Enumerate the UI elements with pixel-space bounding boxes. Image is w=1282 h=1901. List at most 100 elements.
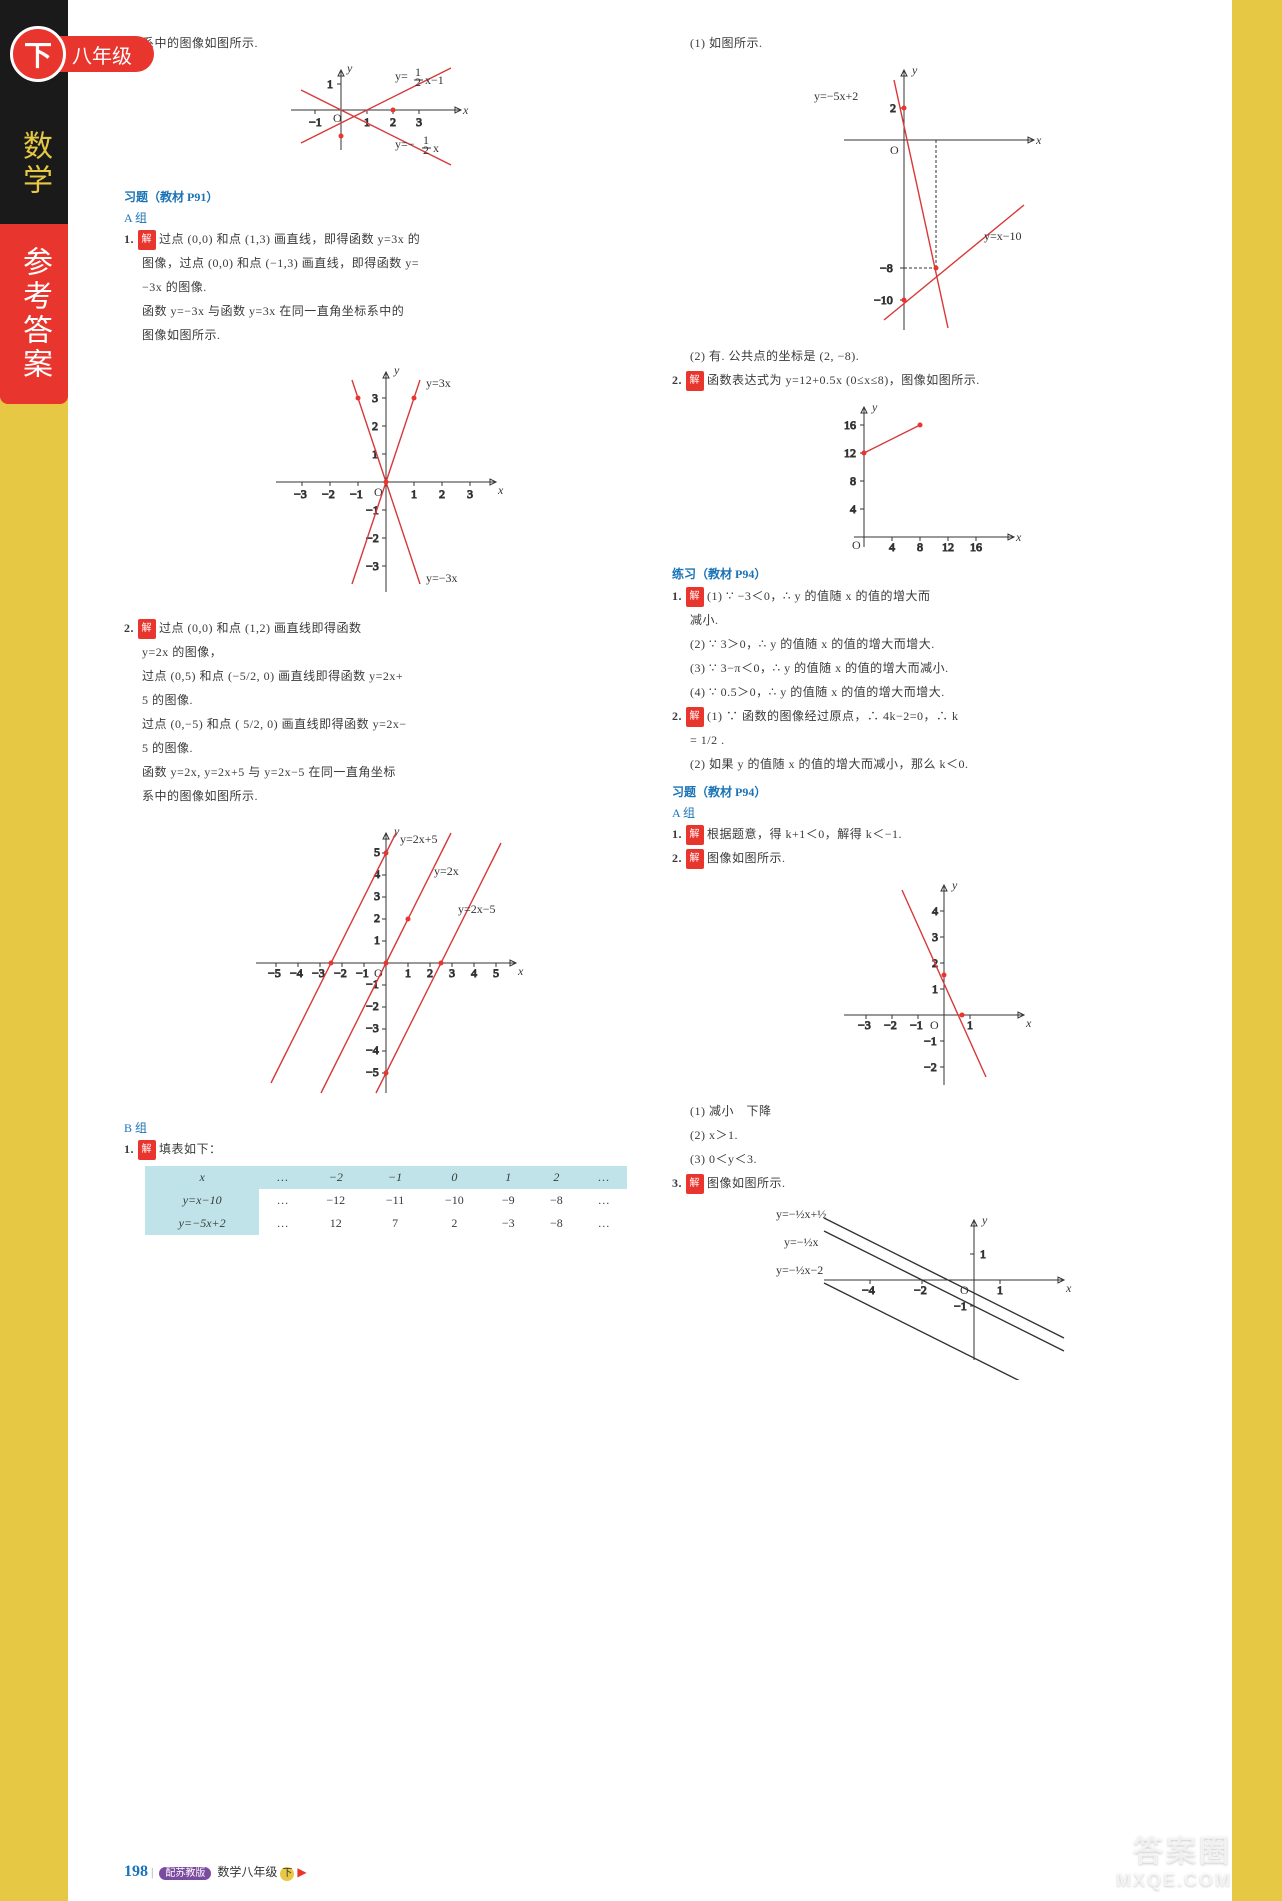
chart-6: xyO −3 −2 −1 1 −2 −1 1 2 3 4 xyxy=(824,875,1044,1095)
svg-text:3: 3 xyxy=(932,930,938,944)
table-row: y=−5x+2 … 12 7 2 −3 −8 … xyxy=(145,1212,627,1235)
svg-text:16: 16 xyxy=(844,418,856,432)
chart-5: xyO 4 8 12 16 4 8 12 16 xyxy=(834,397,1034,557)
page-number: 198 xyxy=(124,1863,148,1880)
svg-text:x: x xyxy=(433,141,439,155)
left-column: 系中的图像如图所示. xy O −1 1 2 3 1 y=12x−1 xyxy=(124,30,648,1386)
chart-7: xyO −4 −2 1 −1 1 y=−½x+½ y=−½x y=−½x−2 xyxy=(774,1200,1094,1380)
data-table: x … −2 −1 0 1 2 … y=x−10 … −12 xyxy=(145,1166,627,1235)
svg-text:−1: −1 xyxy=(924,1034,937,1048)
svg-text:−8: −8 xyxy=(880,261,893,275)
q2r: 2. 解函数表达式为 y=12+0.5x (0≤x≤8)，图像如图所示. xyxy=(672,370,1196,391)
page: 下 八年级 数学 参考答案 系中的图像如图所示. xy O −1 1 2 3 xyxy=(68,0,1232,1901)
svg-text:x: x xyxy=(1035,133,1042,147)
svg-text:1: 1 xyxy=(411,487,417,501)
td: … xyxy=(259,1212,306,1235)
side-label-answers: 参考答案 xyxy=(0,224,68,404)
svg-text:y=−: y=− xyxy=(395,137,415,151)
svg-text:y=2x+5: y=2x+5 xyxy=(400,832,438,846)
svg-text:y=2x: y=2x xyxy=(434,864,459,878)
svg-text:1: 1 xyxy=(405,966,411,980)
svg-text:5: 5 xyxy=(493,966,499,980)
td: −9 xyxy=(484,1189,532,1212)
svg-text:−2: −2 xyxy=(366,999,379,1013)
group-label: B 组 xyxy=(124,1119,648,1136)
svg-text:x−1: x−1 xyxy=(425,73,444,87)
text: 5 的图像. xyxy=(124,738,648,759)
svg-text:4: 4 xyxy=(889,540,895,554)
td: −11 xyxy=(366,1189,425,1212)
text: (3) ∵ 3−π＜0，∴ y 的值随 x 的值的增大而减小. xyxy=(672,658,1196,679)
th: 0 xyxy=(425,1166,485,1189)
svg-text:3: 3 xyxy=(467,487,473,501)
svg-text:y=−5x+2: y=−5x+2 xyxy=(814,89,858,103)
svg-text:4: 4 xyxy=(471,966,477,980)
svg-text:O: O xyxy=(930,1018,939,1032)
svg-text:4: 4 xyxy=(932,904,938,918)
td: −10 xyxy=(425,1189,485,1212)
text: (1) 减小 下降 xyxy=(672,1101,1196,1122)
right-column: (1) 如图所示. xyO 2 −8 −10 y=−5x+2y=x−10 (2)… xyxy=(672,30,1196,1386)
watermark-line1: 答案圈 xyxy=(1116,1826,1232,1870)
chart-1: xy O −1 1 2 3 1 y=12x−1 y=−12x xyxy=(281,60,491,180)
th: 2 xyxy=(532,1166,580,1189)
svg-text:x: x xyxy=(497,483,504,497)
text: 过点 (0,5) 和点 (−5/2, 0) 画直线即得函数 y=2x+ xyxy=(124,666,648,687)
svg-text:−1: −1 xyxy=(350,487,363,501)
td: −3 xyxy=(484,1212,532,1235)
text: (2) 如果 y 的值随 x 的值的增大而减小，那么 k＜0. xyxy=(672,754,1196,775)
chart-2: xyO −3 −2 −1 1 2 3 −3 −2 −1 1 2 3 xyxy=(256,352,516,612)
chart-3: xyO −5 −4 −3 −2 −1 1 2 3 4 5 −5 −4 xyxy=(236,813,536,1113)
svg-text:−2: −2 xyxy=(334,966,347,980)
svg-text:y=−½x+½: y=−½x+½ xyxy=(776,1207,826,1221)
text: = 1/2 . xyxy=(672,730,1196,751)
footer-text: 数学八年级 xyxy=(217,1865,277,1879)
text: 图像如图所示. xyxy=(707,851,786,865)
watermark: 答案圈 MXQE.COM xyxy=(1116,1826,1232,1891)
svg-text:8: 8 xyxy=(917,540,923,554)
text: 函数 y=2x, y=2x+5 与 y=2x−5 在同一直角坐标 xyxy=(124,762,648,783)
text: 减小. xyxy=(672,610,1196,631)
text: (2) ∵ 3＞0，∴ y 的值随 x 的值的增大而增大. xyxy=(672,634,1196,655)
q1: 1. 解过点 (0,0) 和点 (1,3) 画直线，即得函数 y=3x 的 xyxy=(124,229,648,250)
svg-text:y: y xyxy=(951,878,958,892)
svg-text:x: x xyxy=(1065,1281,1072,1295)
table-head-row: x … −2 −1 0 1 2 … xyxy=(145,1166,627,1189)
text: (1) ∵ 函数的图像经过原点，∴ 4k−2=0，∴ k xyxy=(707,709,959,723)
svg-text:8: 8 xyxy=(850,474,856,488)
svg-text:−4: −4 xyxy=(290,966,303,980)
svg-text:y=−3x: y=−3x xyxy=(426,571,458,585)
svg-text:O: O xyxy=(852,538,861,552)
q2: 2. 解过点 (0,0) 和点 (1,2) 画直线即得函数 xyxy=(124,618,648,639)
section-title: 习题（教材 P94） xyxy=(672,783,1196,800)
svg-text:O: O xyxy=(890,143,899,157)
page-footer: 198 | 配苏教版 数学八年级 下 ▶ xyxy=(124,1863,307,1881)
svg-text:x: x xyxy=(1015,530,1022,544)
svg-text:x: x xyxy=(517,964,524,978)
svg-text:12: 12 xyxy=(942,540,954,554)
grade-circle: 下 xyxy=(10,26,66,82)
svg-text:−2: −2 xyxy=(884,1018,897,1032)
a2-1: 1. 解根据题意，得 k+1＜0，解得 k＜−1. xyxy=(672,824,1196,845)
svg-text:−1: −1 xyxy=(910,1018,923,1032)
svg-text:1: 1 xyxy=(374,933,380,947)
svg-text:y: y xyxy=(911,63,918,77)
svg-text:−5: −5 xyxy=(268,966,281,980)
svg-text:2: 2 xyxy=(390,115,396,129)
svg-text:y=−½x: y=−½x xyxy=(784,1235,819,1249)
page-outer: 下 八年级 数学 参考答案 系中的图像如图所示. xy O −1 1 2 3 xyxy=(0,0,1282,1901)
svg-text:16: 16 xyxy=(970,540,982,554)
text: 根据题意，得 k+1＜0，解得 k＜−1. xyxy=(707,827,902,841)
svg-text:y: y xyxy=(346,61,353,75)
a2-2: 2. 解图像如图所示. xyxy=(672,848,1196,869)
group-label: A 组 xyxy=(672,804,1196,821)
svg-text:y=−½x−2: y=−½x−2 xyxy=(776,1263,823,1277)
th: … xyxy=(580,1166,627,1189)
svg-text:−3: −3 xyxy=(366,559,379,573)
svg-text:−3: −3 xyxy=(294,487,307,501)
text: (1) 如图所示. xyxy=(672,33,1196,54)
td: y=x−10 xyxy=(145,1189,259,1212)
text: 图像如图所示. xyxy=(707,1176,786,1190)
section-title: 练习（教材 P94） xyxy=(672,565,1196,582)
text: y=2x 的图像， xyxy=(124,642,648,663)
